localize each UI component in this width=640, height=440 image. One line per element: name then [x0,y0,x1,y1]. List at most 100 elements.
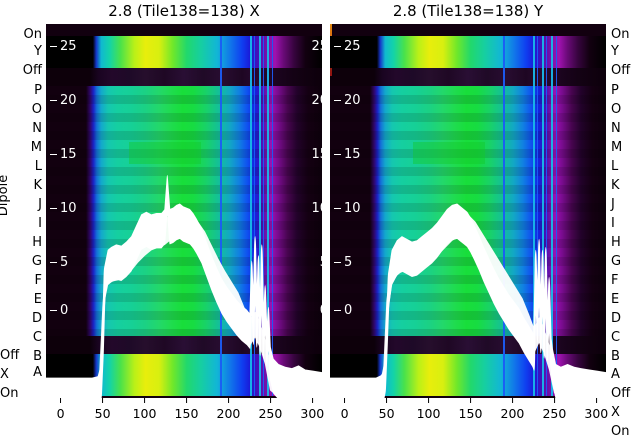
x-tick: 50 [95,398,111,421]
rfi-stripe [219,36,222,396]
heatmap-body-y [330,86,606,336]
rfi-stripe [555,36,557,396]
cat-label: L [611,159,619,174]
cat-label: H [32,235,42,250]
cat-label: A [611,367,620,382]
rfi-stripe [533,36,536,396]
x-tick-label: 200 [216,406,241,421]
cat-label: Y [611,44,619,59]
cat-label: E [611,292,620,307]
panel-title-y: 2.8 (Tile138=138) Y [392,2,544,20]
x-tick: 200 [500,398,524,421]
cat-label: M [611,140,623,155]
x-tick: 100 [132,398,157,421]
rfi-stripe [537,36,538,396]
rfi-stripe [546,36,548,396]
cat-label: B [33,349,42,364]
x-tick-label: 100 [132,406,157,421]
cat-label: D [31,311,42,326]
x-axis-right-panel: 0 50 100 150 200 250 300 [330,398,608,432]
panel-x-inner: 25 20 15 10 5 0 25 20 15 10 5 0 [46,24,322,398]
rfi-stripe [259,36,262,396]
cat-label: L [34,159,42,174]
x-tick-mark [386,398,388,403]
cat-label: Off [611,386,631,401]
x-tick-mark [185,398,187,403]
x-tick: 150 [458,398,483,421]
x-tick: 250 [542,398,566,421]
rfi-stripe [272,36,274,396]
cat-label: P [34,83,42,98]
x-tick-label: 150 [458,406,483,421]
x-tick-label: 50 [94,406,111,421]
x-tick: 0 [341,398,349,421]
cat-label: H [611,235,621,250]
cat-label: K [611,178,620,193]
x-tick-mark [595,398,597,403]
x-tick-label: 250 [542,406,567,421]
y-category-axis-left-tail: Off X On [0,24,44,401]
cat-label: N [611,121,621,136]
cat-label: On [611,27,630,42]
x-tick-label: 100 [416,406,441,421]
x-tick-mark [227,398,229,403]
x-tick-label: 150 [174,406,199,421]
cat-label: A [33,365,42,380]
cat-label: M [30,140,42,155]
x-tick-mark [269,398,271,403]
overlay-curve-x [46,174,322,398]
heatmap-hotspot-y [412,142,485,164]
x-tick: 0 [57,398,65,421]
cat-label: Off [611,63,631,78]
cat-label: Y [34,44,42,59]
x-tick-mark [344,398,346,403]
rfi-stripe [541,36,544,396]
cat-label: I [38,216,42,231]
x-tick-mark [60,398,62,403]
cat-label: J [611,197,615,212]
x-tick-label: 50 [378,406,395,421]
cat-label: P [611,83,619,98]
x-tick: 300 [300,398,324,421]
y-category-axis-left: On Y Off P O N M L K J I H G F E D C B A [0,24,44,398]
x-tick-mark [102,398,104,403]
cat-label: X [0,367,9,382]
cat-label: C [611,330,621,345]
x-tick-label: 200 [500,406,525,421]
cat-label: On [0,386,19,401]
x-tick-label: 250 [258,406,283,421]
x-tick-label: 0 [56,406,65,421]
cat-label: J [38,197,42,212]
cat-label: O [31,102,42,117]
rfi-stripe [267,36,270,396]
cat-label: K [33,178,42,193]
x-tick: 250 [258,398,282,421]
spectral-strip-top-x [46,36,322,68]
cat-label: G [611,254,622,269]
cat-label: F [34,273,42,288]
x-tick-mark [469,398,471,403]
cat-label: On [23,27,42,42]
panel-y-inner: 25 20 15 10 5 0 [330,24,606,398]
x-tick: 100 [416,398,441,421]
cat-label: X [611,405,620,420]
heatmap-banding-y [330,86,606,336]
x-tick: 300 [584,398,608,421]
cat-label: N [32,121,42,136]
heatmap-panel-y[interactable]: 25 20 15 10 5 0 [330,24,606,398]
x-tick-label: 0 [340,406,349,421]
heatmap-panel-x[interactable]: 25 20 15 10 5 0 25 20 15 10 5 0 [46,24,322,398]
spectral-echo-top-x [46,68,322,86]
x-tick: 150 [174,398,199,421]
overlay-curve-y [330,203,606,398]
cat-label: Off [0,348,20,363]
x-tick: 200 [216,398,240,421]
rfi-stripe [262,36,264,396]
rfi-stripe [502,36,505,396]
cat-label: On [611,424,630,439]
x-tick-label: 300 [300,406,325,421]
cat-label: G [31,254,42,269]
heatmap-hotspot-x [128,142,201,164]
cat-label: O [611,102,622,117]
rfi-stripe [550,36,553,396]
